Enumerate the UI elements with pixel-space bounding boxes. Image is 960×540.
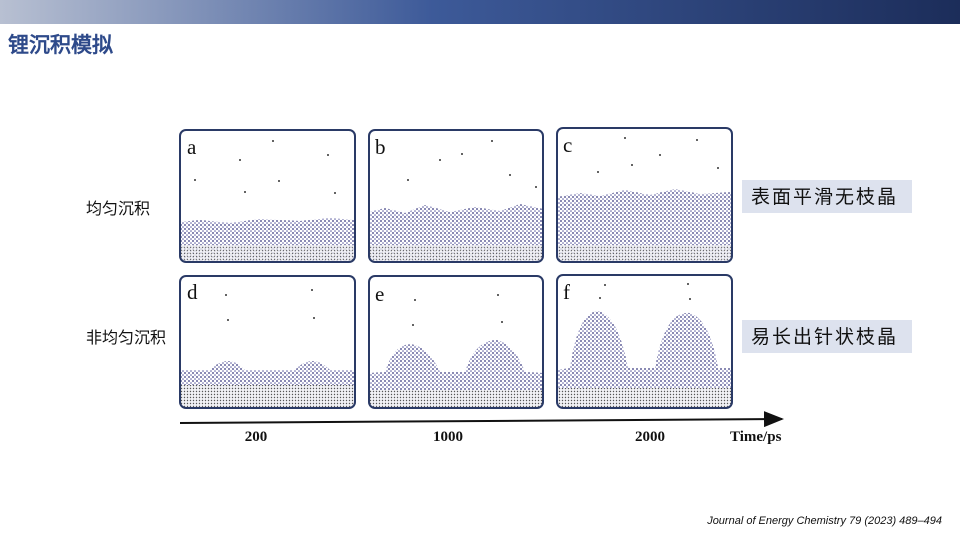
citation: Journal of Energy Chemistry 79 (2023) 48… <box>706 515 942 527</box>
result-text: 表面平滑无枝晶 <box>751 186 898 208</box>
time-arrow <box>179 411 784 428</box>
row-label: 均匀沉积 <box>86 199 150 218</box>
panel-frames <box>179 127 733 409</box>
panel-letter: e <box>375 282 384 306</box>
time-tick: 1000 <box>433 429 463 445</box>
time-tick: 2000 <box>635 429 665 445</box>
header-bar <box>0 0 960 24</box>
result-box <box>742 180 912 213</box>
panel-letter: f <box>563 280 570 304</box>
panel-letter: b <box>375 135 386 159</box>
result-box <box>742 320 912 353</box>
slide-title: 锂沉积模拟 <box>8 33 113 57</box>
result-text: 易长出针状枝晶 <box>751 326 898 348</box>
row-label: 非均匀沉积 <box>86 328 166 347</box>
atoms <box>194 137 719 326</box>
deposits <box>180 189 732 408</box>
panel-letter: d <box>187 280 198 304</box>
panel-letter: a <box>187 135 197 159</box>
panel-letter: c <box>563 133 572 157</box>
time-tick: 200 <box>245 429 268 445</box>
time-label: Time/ps <box>730 429 782 445</box>
